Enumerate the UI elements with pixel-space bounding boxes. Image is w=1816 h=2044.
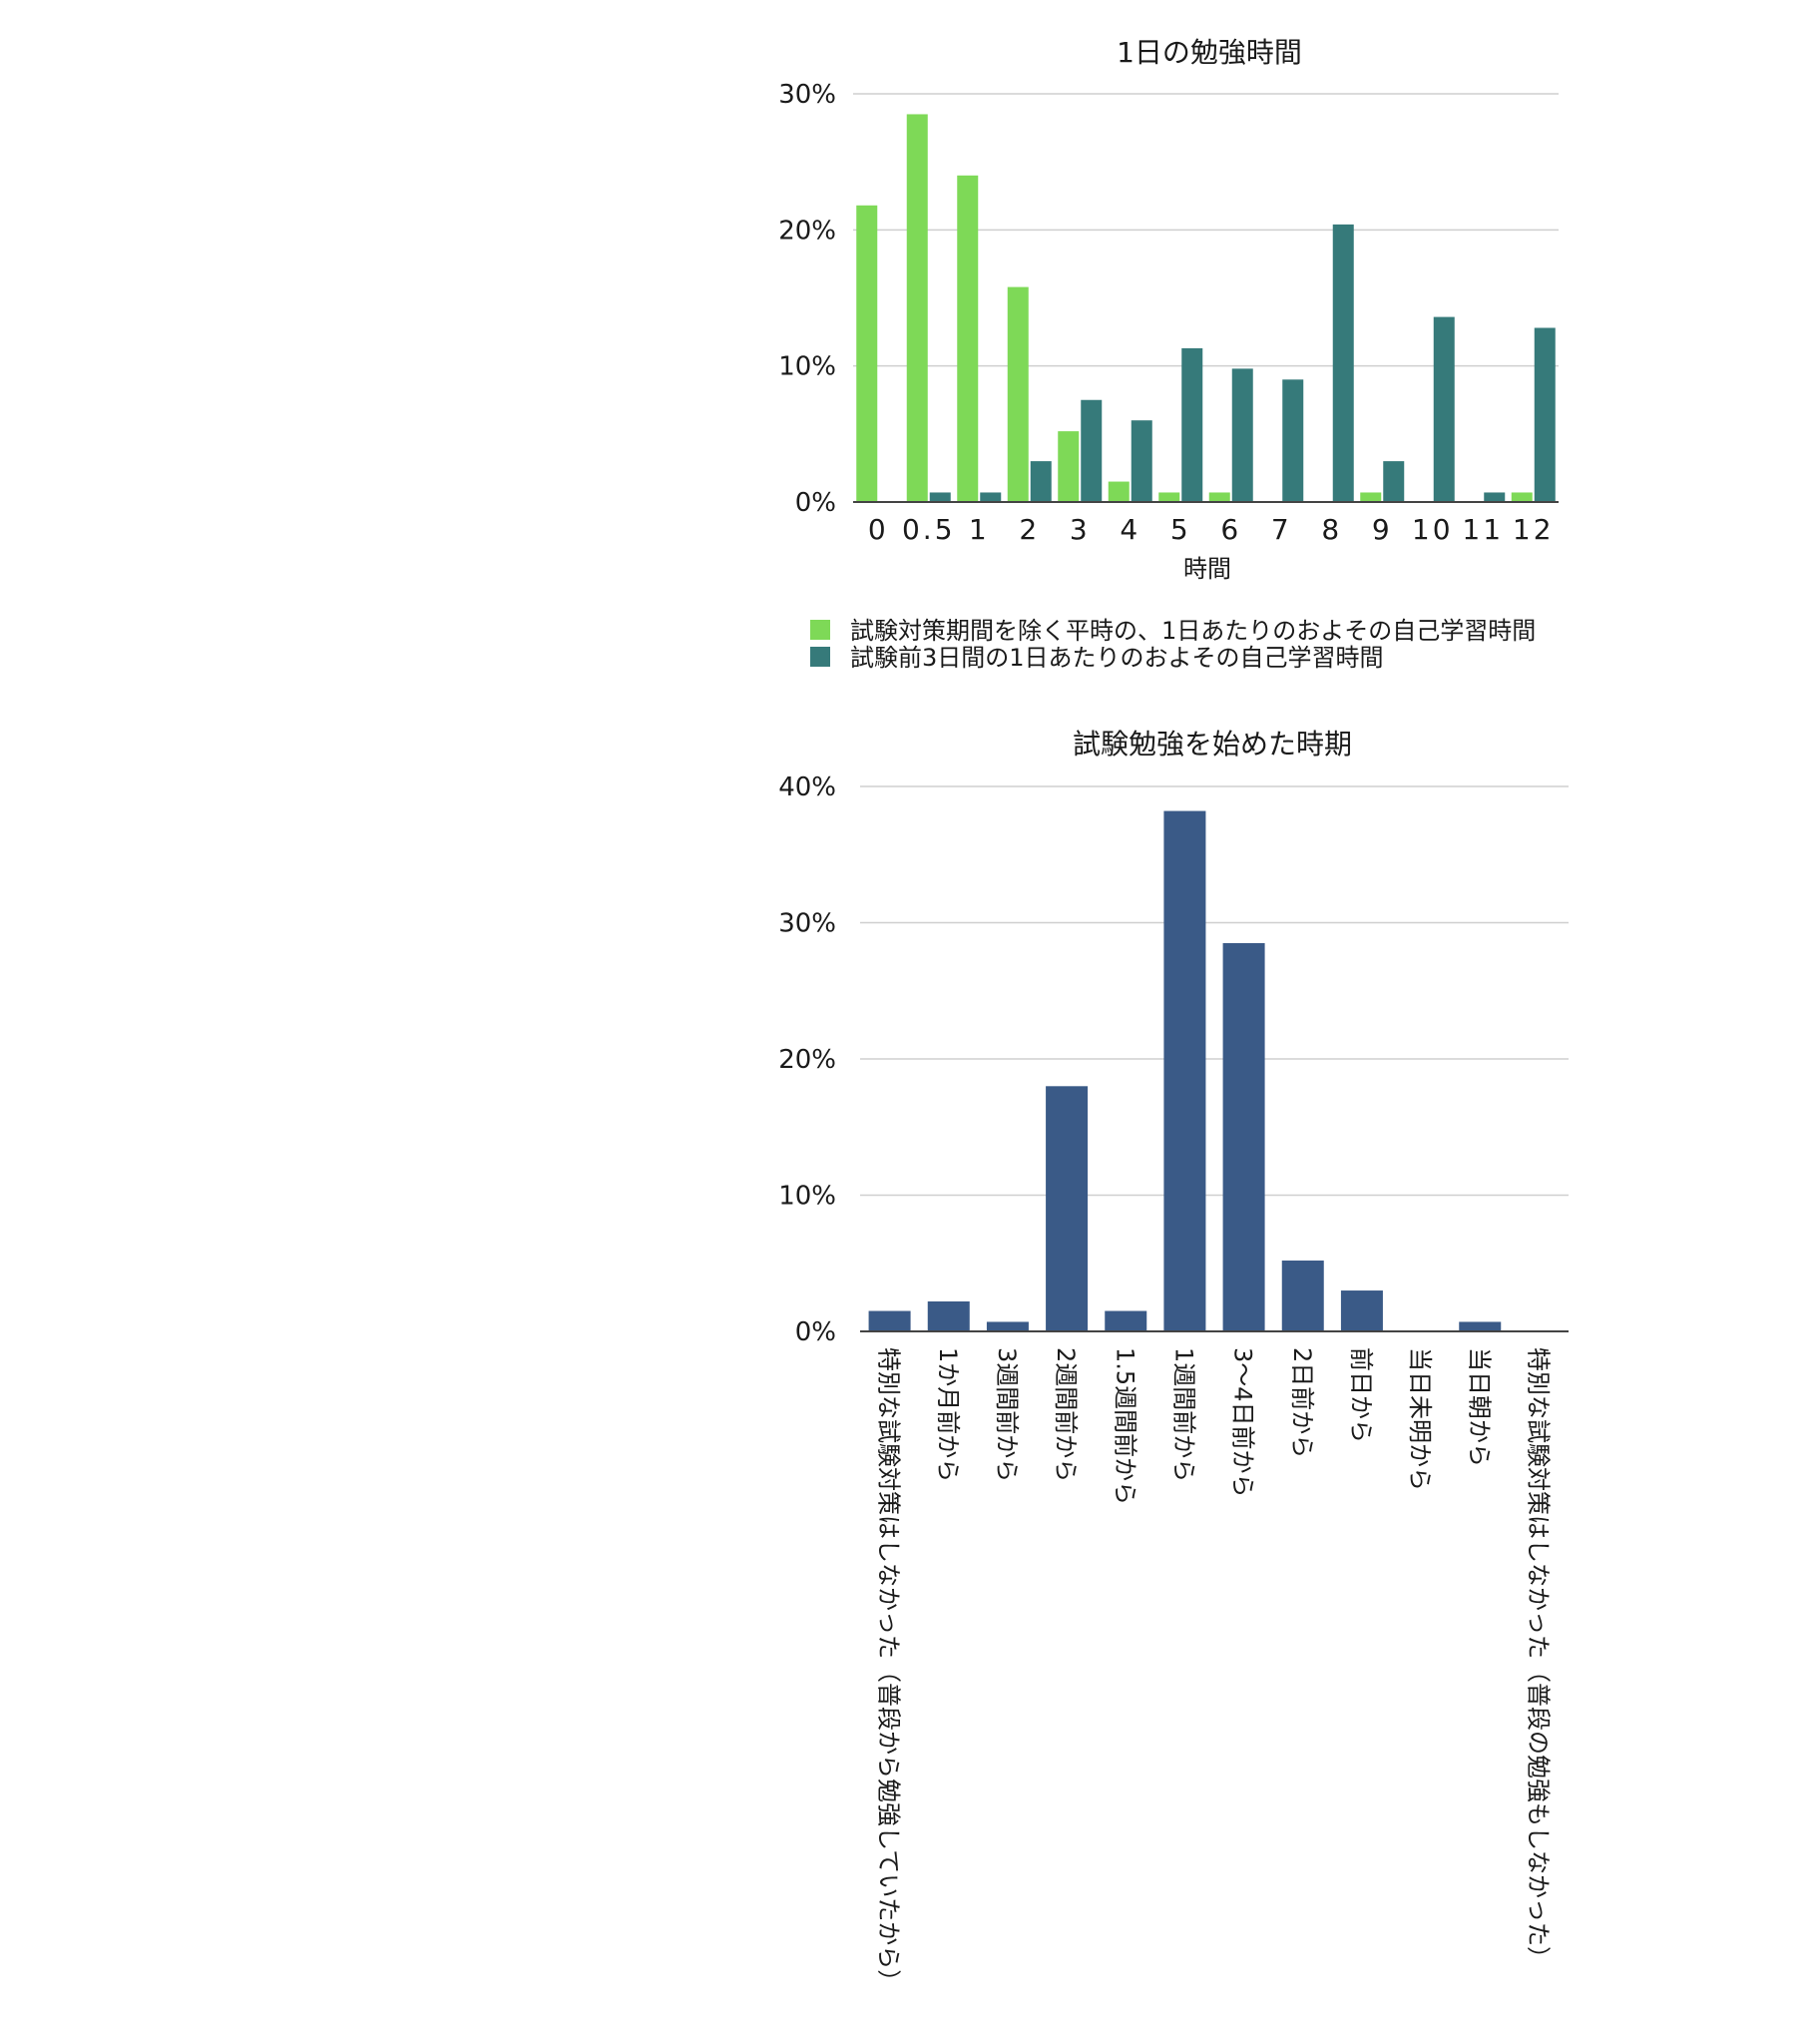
bar-series-1-3 <box>1058 431 1080 502</box>
legend: 試験対策期間を除く平時の、1日あたりのおよその自己学習時間 試験前3日間の1日あ… <box>810 617 1536 672</box>
bar-4 <box>1046 1086 1089 1331</box>
bar-2 <box>927 1300 970 1331</box>
bar-series-2-12 <box>1534 327 1556 502</box>
y-tick-label: 0% <box>795 1317 836 1347</box>
study-start-chart: 試験勉強を始めた時期 0% 10% 20% 30% 40% 特別な試験対策はしなかった（… <box>778 728 1569 1993</box>
x-tick-label: 特別な試験対策はしなかった（普段の勉強もしなかった） <box>1524 1347 1552 1970</box>
x-tick-label: 5 <box>1170 513 1191 546</box>
x-tick-label: 1 <box>969 513 990 546</box>
x-tick-label: 当日朝から <box>1465 1347 1493 1467</box>
bar-series-2-6 <box>1231 368 1253 502</box>
bar-11 <box>1459 1321 1502 1331</box>
bar-series-1-1 <box>957 175 979 503</box>
y-tick-labels: 0% 10% 20% 30% <box>778 80 836 518</box>
bar-series-1-12 <box>1511 492 1533 502</box>
y-grid <box>860 785 1569 1197</box>
bar-series-2-3 <box>1081 399 1103 502</box>
bar-3 <box>986 1321 1029 1331</box>
x-tick-label: 1か月前から <box>934 1347 962 1482</box>
bar-7 <box>1222 942 1265 1331</box>
x-tick-label: 11 <box>1462 513 1504 546</box>
bar-series-1-9 <box>1360 492 1382 502</box>
bar-8 <box>1281 1261 1324 1331</box>
bar-series-2-2 <box>1030 461 1052 502</box>
bar-series-2-10 <box>1433 316 1455 502</box>
study-hours-chart: 1日の勉強時間 0%10%20%30% 0 0.5 1 2 3 4 5 6 7 8 9 10 11 12 … <box>778 36 1559 672</box>
x-tick-label: 8 <box>1321 513 1342 546</box>
bar-series-2-5 <box>1181 347 1203 502</box>
bar-series-2-11 <box>1484 492 1506 502</box>
x-tick-label: 2日前から <box>1288 1347 1316 1458</box>
x-tick-label: 2週間前から <box>1052 1347 1080 1482</box>
legend-label-series-2: 試験前3日間の1日あたりのおよその自己学習時間 <box>850 644 1384 672</box>
x-tick-label: 7 <box>1271 513 1292 546</box>
x-tick-label: 9 <box>1372 513 1393 546</box>
x-tick-label: 前日から <box>1347 1347 1375 1443</box>
bar-series-1-0 <box>856 205 878 502</box>
bar-series-2-9 <box>1383 461 1405 502</box>
x-tick-label: 特別な試験対策はしなかった（普段から勉強していたから） <box>875 1347 903 1993</box>
x-tick-label: 3週間前から <box>993 1347 1021 1482</box>
legend-swatch-series-2 <box>810 647 830 667</box>
y-tick-label: 20% <box>778 216 836 246</box>
bar-5 <box>1105 1310 1147 1331</box>
y-tick-label: 30% <box>778 909 836 939</box>
x-axis-label: 時間 <box>1183 555 1231 583</box>
bar-series-1-2 <box>1007 286 1029 502</box>
x-tick-labels: 0 0.5 1 2 3 4 5 6 7 8 9 10 11 12 <box>868 513 1555 546</box>
x-tick-labels: 特別な試験対策はしなかった（普段から勉強していたから） 1か月前から 3週間前から 2… <box>875 1347 1553 1993</box>
x-tick-label: 12 <box>1513 513 1555 546</box>
chart-title: 1日の勉強時間 <box>1117 36 1302 69</box>
bar-series-1-4 <box>1108 481 1130 502</box>
bar-series-1-6 <box>1208 492 1230 502</box>
x-tick-label: 0 <box>868 513 889 546</box>
x-tick-label: 1週間前から <box>1169 1347 1197 1482</box>
bar-6 <box>1163 810 1206 1331</box>
bar-series-2-8 <box>1332 224 1354 502</box>
x-tick-label: 2 <box>1019 513 1040 546</box>
bar-9 <box>1340 1290 1383 1331</box>
y-tick-label: 40% <box>778 772 836 802</box>
x-tick-label: 10 <box>1412 513 1454 546</box>
y-tick-labels: 0% 10% 20% 30% 40% <box>778 772 836 1347</box>
y-tick-label: 10% <box>778 352 836 382</box>
y-tick-label: 20% <box>778 1045 836 1075</box>
bar-1 <box>868 1310 911 1331</box>
y-tick-label: 0% <box>795 488 836 518</box>
x-tick-label: 3～4日前から <box>1229 1347 1257 1498</box>
x-tick-label: 1.5週間前から <box>1111 1347 1138 1505</box>
chart-title: 試験勉強を始めた時期 <box>1073 728 1352 761</box>
x-tick-label: 当日未明から <box>1406 1347 1434 1491</box>
y-tick-label: 10% <box>778 1182 836 1212</box>
y-tick-label: 30% <box>778 80 836 110</box>
bars <box>868 810 1502 1331</box>
bar-series-2-1 <box>980 492 1002 502</box>
legend-swatch-series-1 <box>810 620 830 640</box>
x-tick-label: 3 <box>1070 513 1091 546</box>
bar-series-2-4 <box>1131 420 1152 502</box>
bar-series-2-7 <box>1282 379 1304 502</box>
x-tick-label: 0.5 <box>902 513 956 546</box>
x-tick-label: 6 <box>1220 513 1241 546</box>
bar-series-2-0.5 <box>929 492 951 502</box>
bar-series-1-5 <box>1158 492 1180 502</box>
legend-label-series-1: 試験対策期間を除く平時の、1日あたりのおよその自己学習時間 <box>850 617 1536 645</box>
bar-series-1-0.5 <box>906 114 928 502</box>
bars <box>856 114 1556 503</box>
x-tick-label: 4 <box>1120 513 1140 546</box>
